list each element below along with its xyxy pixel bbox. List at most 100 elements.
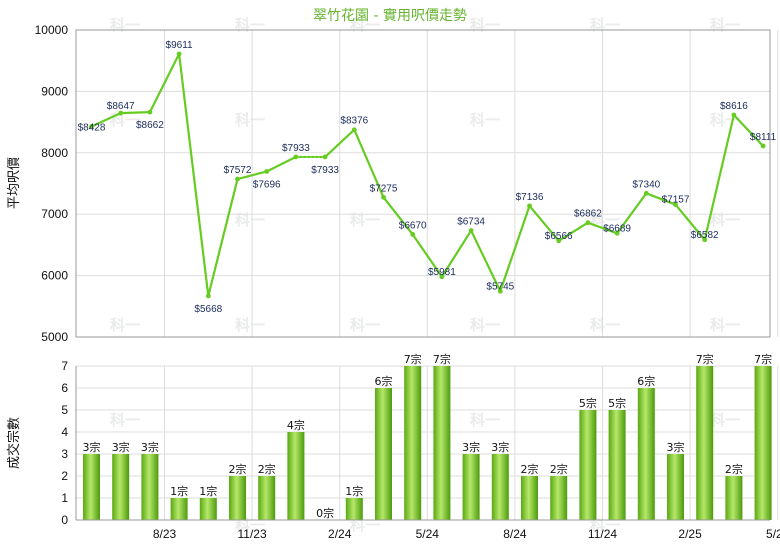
watermark-text: 科一 bbox=[110, 316, 140, 334]
watermark-text: 科一 bbox=[470, 411, 500, 429]
axis-layer: 5000 6000 7000 8000 9000 10000 0 1 2 3 4 5 6 7 8/23 11/… bbox=[35, 23, 780, 541]
price-line-segment bbox=[732, 113, 765, 148]
price-point bbox=[673, 202, 678, 207]
price-data-label: $7933 bbox=[311, 165, 339, 176]
price-point bbox=[527, 203, 532, 209]
volume-bar bbox=[550, 476, 568, 520]
volume-data-label: 6宗 bbox=[637, 374, 655, 388]
volume-bar bbox=[579, 410, 597, 520]
volume-data-label: 3宗 bbox=[141, 440, 159, 454]
volume-bar bbox=[696, 366, 714, 520]
volume-data-label: 3宗 bbox=[462, 440, 480, 454]
price-point bbox=[702, 237, 708, 243]
price-data-label: $9611 bbox=[166, 40, 194, 51]
price-data-label: $8662 bbox=[136, 120, 164, 131]
price-line-layer: $8428$8647$8662 $9611 $5668 $7572$7696 $7933… bbox=[78, 40, 777, 315]
price-point bbox=[381, 194, 386, 200]
volume-bar bbox=[637, 388, 655, 520]
price-data-label: $7933 bbox=[282, 143, 310, 154]
price-point bbox=[89, 124, 94, 129]
price-data-label: $7340 bbox=[632, 179, 660, 190]
volume-data-label: 7宗 bbox=[696, 352, 714, 366]
volume-tick-label: 5 bbox=[61, 403, 68, 417]
price-line-segment bbox=[528, 204, 560, 242]
watermark-text: 科一 bbox=[110, 16, 140, 34]
volume-data-label: 7宗 bbox=[404, 352, 422, 366]
volume-data-label: 4宗 bbox=[287, 418, 305, 432]
volume-axis-label: 成交宗數 bbox=[6, 417, 22, 469]
volume-data-label: 2宗 bbox=[550, 462, 568, 476]
volume-data-label: 2宗 bbox=[229, 462, 247, 476]
volume-data-label: 0宗 bbox=[316, 506, 334, 520]
price-line-segment bbox=[703, 113, 736, 241]
price-data-label: $5981 bbox=[428, 267, 456, 278]
price-data-label: $6862 bbox=[574, 209, 602, 220]
watermark-text: 科一 bbox=[235, 16, 265, 34]
chart-title: 翠竹花園 - 實用呎價走勢 bbox=[313, 7, 467, 24]
price-point bbox=[731, 112, 737, 118]
x-tick-label: 5/25 bbox=[766, 527, 780, 541]
price-data-label: $7136 bbox=[516, 192, 544, 203]
price-point bbox=[351, 127, 357, 133]
price-line-segment bbox=[645, 192, 677, 206]
price-tick-label: 10000 bbox=[35, 23, 69, 37]
price-point bbox=[614, 230, 620, 236]
watermark-text: 科一 bbox=[710, 316, 740, 334]
price-panel-frame bbox=[75, 29, 771, 338]
volume-tick-label: 3 bbox=[61, 447, 68, 461]
price-data-label: $8111 bbox=[750, 132, 777, 143]
watermark-text: 科一 bbox=[470, 16, 500, 34]
watermark-text: 科一 bbox=[710, 16, 740, 34]
price-line-segment bbox=[207, 177, 239, 298]
volume-bar bbox=[725, 476, 743, 520]
price-point bbox=[118, 110, 124, 116]
volume-data-label: 7宗 bbox=[433, 352, 451, 366]
x-tick-label: 11/23 bbox=[238, 527, 267, 541]
watermark-text: 科一 bbox=[590, 16, 620, 34]
x-tick-label: 11/24 bbox=[588, 527, 617, 541]
price-data-label: $6582 bbox=[691, 230, 719, 241]
price-data-label: $8647 bbox=[107, 101, 135, 112]
price-line-segment bbox=[119, 111, 151, 115]
price-point bbox=[410, 232, 416, 237]
price-point bbox=[556, 238, 562, 244]
watermark-text: 科一 bbox=[590, 316, 620, 334]
volume-bar bbox=[754, 366, 772, 520]
watermark-text: 科一 bbox=[235, 211, 265, 229]
price-data-label: $7275 bbox=[370, 183, 398, 194]
price-data-label: $6670 bbox=[399, 220, 427, 231]
price-axis-label: 平均呎價 bbox=[7, 157, 22, 209]
price-tick-label: 8000 bbox=[41, 146, 68, 160]
volume-tick-label: 7 bbox=[61, 359, 68, 373]
price-point bbox=[293, 154, 299, 160]
price-point bbox=[235, 176, 240, 182]
x-tick-label: 8/24 bbox=[503, 527, 527, 541]
volume-data-label: 5宗 bbox=[579, 396, 597, 410]
volume-tick-label: 2 bbox=[61, 469, 68, 483]
price-tick-label: 5000 bbox=[41, 330, 68, 344]
volume-data-label: 1宗 bbox=[345, 484, 363, 498]
price-line-segment bbox=[440, 229, 473, 278]
volume-bar bbox=[229, 476, 246, 520]
volume-data-label: 1宗 bbox=[199, 484, 217, 498]
price-tick-label: 9000 bbox=[41, 84, 68, 98]
price-point bbox=[147, 109, 153, 115]
watermark-text: 科一 bbox=[470, 316, 500, 334]
volume-bar bbox=[199, 498, 217, 520]
volume-data-label: 7宗 bbox=[754, 352, 772, 366]
price-line-segment bbox=[265, 155, 297, 173]
volume-bar bbox=[667, 454, 684, 520]
price-point bbox=[264, 169, 270, 174]
price-line-segment bbox=[353, 128, 385, 199]
price-data-label: $7572 bbox=[224, 165, 252, 176]
watermark-text: 科一 bbox=[710, 211, 740, 229]
volume-bar bbox=[345, 498, 363, 520]
volume-data-label: 3宗 bbox=[83, 440, 101, 454]
price-data-label: $6689 bbox=[603, 223, 631, 234]
price-data-label: $7696 bbox=[253, 179, 281, 190]
x-tick-label: 5/24 bbox=[416, 527, 440, 541]
watermark-text: 科一 bbox=[350, 211, 380, 229]
volume-bar bbox=[491, 454, 509, 520]
price-data-label: $8428 bbox=[78, 123, 106, 134]
